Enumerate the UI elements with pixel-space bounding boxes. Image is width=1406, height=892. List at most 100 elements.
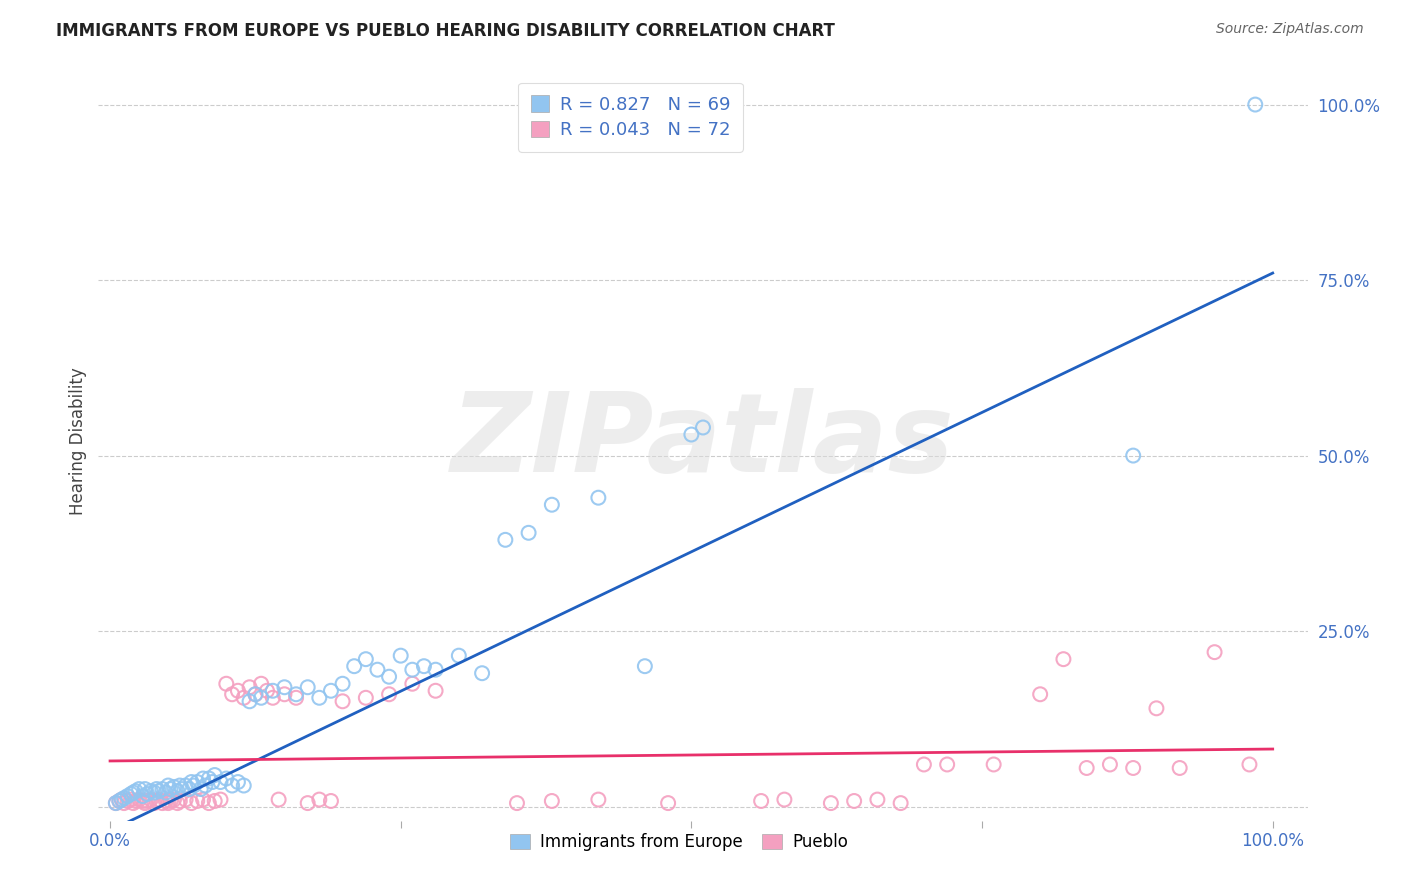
Point bbox=[267, 792, 290, 806]
Point bbox=[378, 687, 401, 701]
Point bbox=[159, 794, 181, 808]
Text: IMMIGRANTS FROM EUROPE VS PUEBLO HEARING DISABILITY CORRELATION CHART: IMMIGRANTS FROM EUROPE VS PUEBLO HEARING… bbox=[56, 22, 835, 40]
Point bbox=[198, 796, 221, 810]
Point bbox=[122, 786, 145, 800]
Point bbox=[425, 663, 447, 677]
Point bbox=[588, 792, 610, 806]
Point bbox=[124, 794, 146, 808]
Point bbox=[145, 794, 167, 808]
Point bbox=[912, 757, 935, 772]
Point bbox=[1168, 761, 1191, 775]
Point bbox=[447, 648, 470, 663]
Point bbox=[692, 420, 714, 434]
Point bbox=[128, 782, 150, 797]
Point bbox=[163, 780, 186, 794]
Point bbox=[139, 784, 162, 798]
Point bbox=[104, 796, 127, 810]
Point bbox=[588, 491, 610, 505]
Point bbox=[749, 794, 772, 808]
Point bbox=[145, 782, 167, 797]
Point bbox=[820, 796, 842, 810]
Point bbox=[131, 794, 153, 808]
Point bbox=[245, 687, 267, 701]
Point bbox=[1144, 701, 1167, 715]
Point bbox=[150, 796, 173, 810]
Point bbox=[166, 796, 188, 810]
Point bbox=[201, 775, 224, 789]
Point bbox=[111, 792, 134, 806]
Point bbox=[136, 787, 159, 801]
Point bbox=[366, 663, 388, 677]
Point bbox=[657, 796, 679, 810]
Point bbox=[190, 782, 212, 797]
Point bbox=[204, 768, 226, 782]
Point bbox=[844, 794, 866, 808]
Point bbox=[226, 775, 249, 789]
Point bbox=[148, 784, 170, 798]
Point bbox=[425, 683, 447, 698]
Point bbox=[108, 794, 131, 808]
Point bbox=[124, 784, 146, 798]
Point bbox=[866, 792, 889, 806]
Point bbox=[163, 792, 186, 806]
Point bbox=[157, 796, 180, 810]
Point bbox=[250, 677, 273, 691]
Point bbox=[120, 787, 142, 801]
Point bbox=[256, 683, 278, 698]
Point bbox=[1239, 757, 1261, 772]
Point bbox=[354, 690, 377, 705]
Point bbox=[122, 796, 145, 810]
Point bbox=[245, 687, 267, 701]
Point bbox=[209, 775, 232, 789]
Point bbox=[112, 791, 135, 805]
Point bbox=[155, 786, 177, 800]
Point bbox=[540, 794, 562, 808]
Point bbox=[1122, 761, 1144, 775]
Point bbox=[494, 533, 516, 547]
Point bbox=[179, 782, 201, 797]
Point bbox=[204, 794, 226, 808]
Point bbox=[285, 690, 308, 705]
Point bbox=[890, 796, 912, 810]
Point bbox=[540, 498, 562, 512]
Point bbox=[194, 779, 217, 793]
Point bbox=[159, 782, 181, 797]
Point bbox=[389, 648, 412, 663]
Point bbox=[209, 792, 232, 806]
Point bbox=[215, 677, 238, 691]
Point bbox=[148, 792, 170, 806]
Point bbox=[172, 782, 194, 797]
Point bbox=[120, 792, 142, 806]
Point bbox=[180, 775, 202, 789]
Point bbox=[150, 782, 173, 797]
Point bbox=[191, 792, 214, 806]
Point bbox=[297, 796, 319, 810]
Point bbox=[134, 796, 156, 810]
Point bbox=[297, 680, 319, 694]
Point bbox=[332, 694, 354, 708]
Point bbox=[332, 677, 354, 691]
Point bbox=[143, 796, 166, 810]
Point bbox=[174, 792, 197, 806]
Point bbox=[378, 670, 401, 684]
Point bbox=[191, 772, 214, 786]
Point bbox=[517, 525, 540, 540]
Point bbox=[936, 757, 959, 772]
Point bbox=[773, 792, 796, 806]
Point bbox=[401, 677, 423, 691]
Point bbox=[506, 796, 529, 810]
Point bbox=[1204, 645, 1226, 659]
Point bbox=[273, 687, 295, 701]
Point bbox=[1122, 449, 1144, 463]
Point bbox=[1244, 97, 1267, 112]
Point bbox=[273, 680, 295, 694]
Text: Source: ZipAtlas.com: Source: ZipAtlas.com bbox=[1216, 22, 1364, 37]
Point bbox=[180, 796, 202, 810]
Point bbox=[215, 772, 238, 786]
Point bbox=[413, 659, 436, 673]
Point bbox=[169, 779, 191, 793]
Point bbox=[143, 786, 166, 800]
Point bbox=[183, 779, 205, 793]
Point bbox=[401, 663, 423, 677]
Point bbox=[139, 792, 162, 806]
